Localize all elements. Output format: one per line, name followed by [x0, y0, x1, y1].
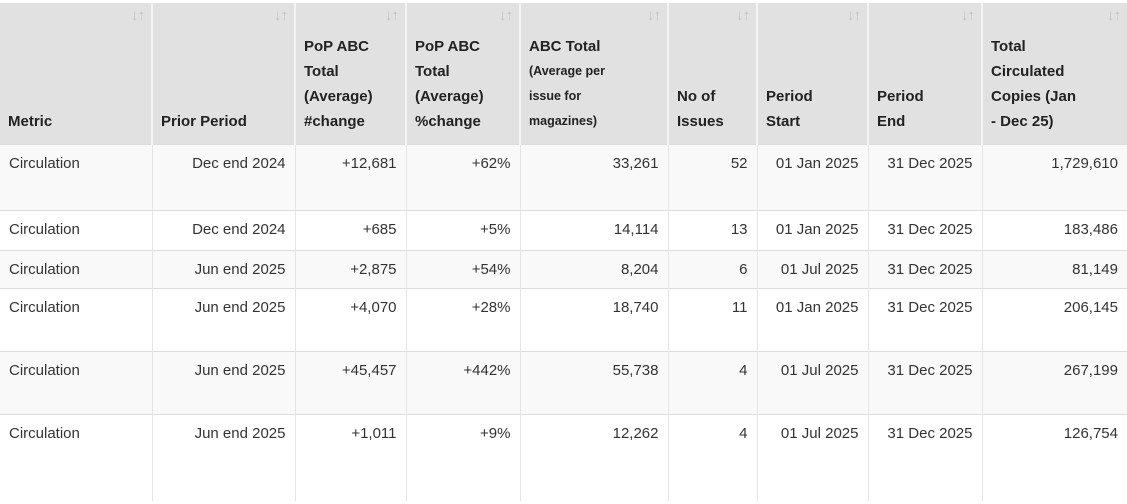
- cell-no-of-issues: 13: [667, 209, 757, 250]
- circulation-data-table: ↓↑ Metric ↓↑ Prior Period ↓↑ PoP ABC Tot…: [0, 3, 1127, 501]
- cell-abc-total: 18,740: [519, 287, 668, 351]
- cell-num-change: +12,681: [294, 143, 406, 210]
- cell-abc-total: 12,262: [519, 413, 668, 501]
- column-header-label: No of Issues: [677, 87, 724, 130]
- cell-total-circulated: 206,145: [981, 287, 1127, 351]
- cell-period-end: 31 Dec 2025: [867, 287, 982, 351]
- cell-prior-period: Jun end 2025: [151, 249, 295, 288]
- sort-icon[interactable]: ↓↑: [1107, 7, 1121, 24]
- header-row: ↓↑ Metric ↓↑ Prior Period ↓↑ PoP ABC Tot…: [0, 3, 1127, 144]
- table-row: Circulation Jun end 2025 +4,070 +28% 18,…: [0, 287, 1127, 351]
- cell-prior-period: Jun end 2025: [151, 350, 295, 414]
- column-header-label: Prior Period: [161, 112, 247, 130]
- cell-total-circulated: 1,729,610: [981, 143, 1127, 210]
- table-header: ↓↑ Metric ↓↑ Prior Period ↓↑ PoP ABC Tot…: [0, 3, 1127, 144]
- cell-period-start: 01 Jul 2025: [756, 350, 868, 414]
- cell-period-end: 31 Dec 2025: [867, 209, 982, 250]
- cell-metric: Circulation: [0, 287, 152, 351]
- cell-no-of-issues: 52: [667, 143, 757, 210]
- sort-icon[interactable]: ↓↑: [961, 7, 975, 24]
- column-header-prior-period[interactable]: ↓↑ Prior Period: [151, 3, 295, 144]
- cell-pct-change: +5%: [405, 209, 520, 250]
- cell-no-of-issues: 11: [667, 287, 757, 351]
- cell-pct-change: +62%: [405, 143, 520, 210]
- cell-abc-total: 14,114: [519, 209, 668, 250]
- sort-icon[interactable]: ↓↑: [736, 7, 750, 24]
- cell-period-start: 01 Jul 2025: [756, 413, 868, 501]
- cell-no-of-issues: 4: [667, 350, 757, 414]
- sort-icon[interactable]: ↓↑: [647, 7, 661, 24]
- cell-period-start: 01 Jul 2025: [756, 249, 868, 288]
- cell-period-start: 01 Jan 2025: [756, 209, 868, 250]
- cell-period-start: 01 Jan 2025: [756, 287, 868, 351]
- table-row: Circulation Dec end 2024 +12,681 +62% 33…: [0, 143, 1127, 210]
- sort-icon[interactable]: ↓↑: [131, 7, 145, 24]
- sort-icon[interactable]: ↓↑: [385, 7, 399, 24]
- cell-pct-change: +9%: [405, 413, 520, 501]
- column-header-label: PoP ABC Total (Average) #change: [304, 37, 373, 130]
- cell-metric: Circulation: [0, 249, 152, 288]
- cell-abc-total: 55,738: [519, 350, 668, 414]
- cell-period-end: 31 Dec 2025: [867, 143, 982, 210]
- column-header-pop-abc-total-pct-change[interactable]: ↓↑ PoP ABC Total (Average) %change: [405, 3, 520, 144]
- cell-no-of-issues: 6: [667, 249, 757, 288]
- column-header-no-of-issues[interactable]: ↓↑ No of Issues: [667, 3, 757, 144]
- column-header-metric[interactable]: ↓↑ Metric: [0, 3, 152, 144]
- cell-no-of-issues: 4: [667, 413, 757, 501]
- table-row: Circulation Jun end 2025 +2,875 +54% 8,2…: [0, 249, 1127, 288]
- cell-num-change: +1,011: [294, 413, 406, 501]
- cell-prior-period: Dec end 2024: [151, 209, 295, 250]
- column-header-label: Total Circulated Copies (Jan - Dec 25): [991, 37, 1077, 130]
- column-header-label: Period End: [877, 87, 924, 130]
- table-row: Circulation Dec end 2024 +685 +5% 14,114…: [0, 209, 1127, 250]
- cell-prior-period: Dec end 2024: [151, 143, 295, 210]
- cell-total-circulated: 267,199: [981, 350, 1127, 414]
- sort-icon[interactable]: ↓↑: [847, 7, 861, 24]
- column-header-label: Metric: [8, 112, 53, 130]
- cell-pct-change: +442%: [405, 350, 520, 414]
- cell-period-end: 31 Dec 2025: [867, 249, 982, 288]
- cell-total-circulated: 81,149: [981, 249, 1127, 288]
- cell-num-change: +2,875: [294, 249, 406, 288]
- cell-abc-total: 8,204: [519, 249, 668, 288]
- cell-prior-period: Jun end 2025: [151, 413, 295, 501]
- cell-metric: Circulation: [0, 143, 152, 210]
- cell-period-start: 01 Jan 2025: [756, 143, 868, 210]
- column-header-period-end[interactable]: ↓↑ Period End: [867, 3, 982, 144]
- cell-num-change: +45,457: [294, 350, 406, 414]
- column-header-total-circulated-copies[interactable]: ↓↑ Total Circulated Copies (Jan - Dec 25…: [981, 3, 1127, 144]
- cell-metric: Circulation: [0, 350, 152, 414]
- table-row: Circulation Jun end 2025 +1,011 +9% 12,2…: [0, 413, 1127, 501]
- cell-total-circulated: 126,754: [981, 413, 1127, 501]
- sort-icon[interactable]: ↓↑: [499, 7, 513, 24]
- column-header-label: PoP ABC Total (Average) %change: [415, 37, 484, 130]
- table-body: Circulation Dec end 2024 +12,681 +62% 33…: [0, 143, 1127, 501]
- cell-abc-total: 33,261: [519, 143, 668, 210]
- cell-pct-change: +28%: [405, 287, 520, 351]
- table-row: Circulation Jun end 2025 +45,457 +442% 5…: [0, 350, 1127, 414]
- cell-metric: Circulation: [0, 413, 152, 501]
- cell-num-change: +685: [294, 209, 406, 250]
- cell-total-circulated: 183,486: [981, 209, 1127, 250]
- cell-metric: Circulation: [0, 209, 152, 250]
- column-header-sublabel: (Average per issue for magazines): [529, 63, 605, 128]
- cell-num-change: +4,070: [294, 287, 406, 351]
- column-header-label: ABC Total: [529, 37, 601, 55]
- cell-pct-change: +54%: [405, 249, 520, 288]
- cell-period-end: 31 Dec 2025: [867, 350, 982, 414]
- cell-period-end: 31 Dec 2025: [867, 413, 982, 501]
- sort-icon[interactable]: ↓↑: [274, 7, 288, 24]
- column-header-abc-total[interactable]: ↓↑ ABC Total (Average per issue for maga…: [519, 3, 668, 144]
- column-header-period-start[interactable]: ↓↑ Period Start: [756, 3, 868, 144]
- column-header-pop-abc-total-num-change[interactable]: ↓↑ PoP ABC Total (Average) #change: [294, 3, 406, 144]
- cell-prior-period: Jun end 2025: [151, 287, 295, 351]
- column-header-label: Period Start: [766, 87, 813, 130]
